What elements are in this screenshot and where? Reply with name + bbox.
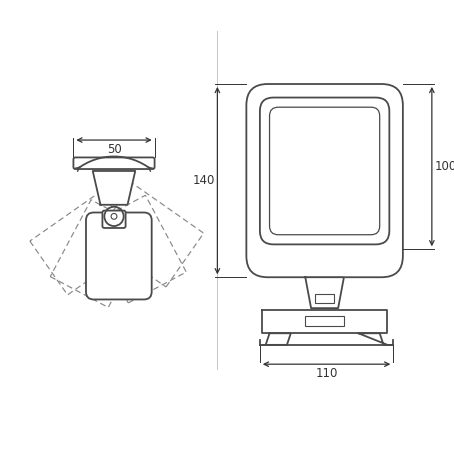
FancyBboxPatch shape: [86, 212, 152, 300]
Text: 50: 50: [107, 143, 121, 156]
FancyBboxPatch shape: [270, 107, 380, 235]
Text: 140: 140: [192, 174, 215, 187]
Bar: [315, 294, 334, 303]
Bar: [305, 316, 344, 326]
Polygon shape: [93, 171, 135, 205]
FancyBboxPatch shape: [260, 98, 390, 244]
FancyBboxPatch shape: [247, 84, 403, 277]
FancyBboxPatch shape: [74, 158, 154, 169]
Polygon shape: [358, 333, 384, 345]
Polygon shape: [305, 277, 344, 308]
Text: 110: 110: [316, 367, 338, 380]
Polygon shape: [262, 310, 387, 333]
Text: 100: 100: [434, 160, 454, 173]
FancyBboxPatch shape: [103, 211, 126, 228]
Polygon shape: [266, 333, 291, 345]
